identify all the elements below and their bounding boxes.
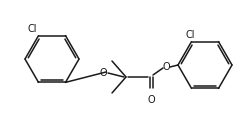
Text: O: O bbox=[162, 62, 170, 72]
Text: Cl: Cl bbox=[186, 30, 195, 40]
Text: Cl: Cl bbox=[27, 24, 37, 34]
Text: O: O bbox=[147, 95, 155, 105]
Text: O: O bbox=[99, 68, 107, 78]
